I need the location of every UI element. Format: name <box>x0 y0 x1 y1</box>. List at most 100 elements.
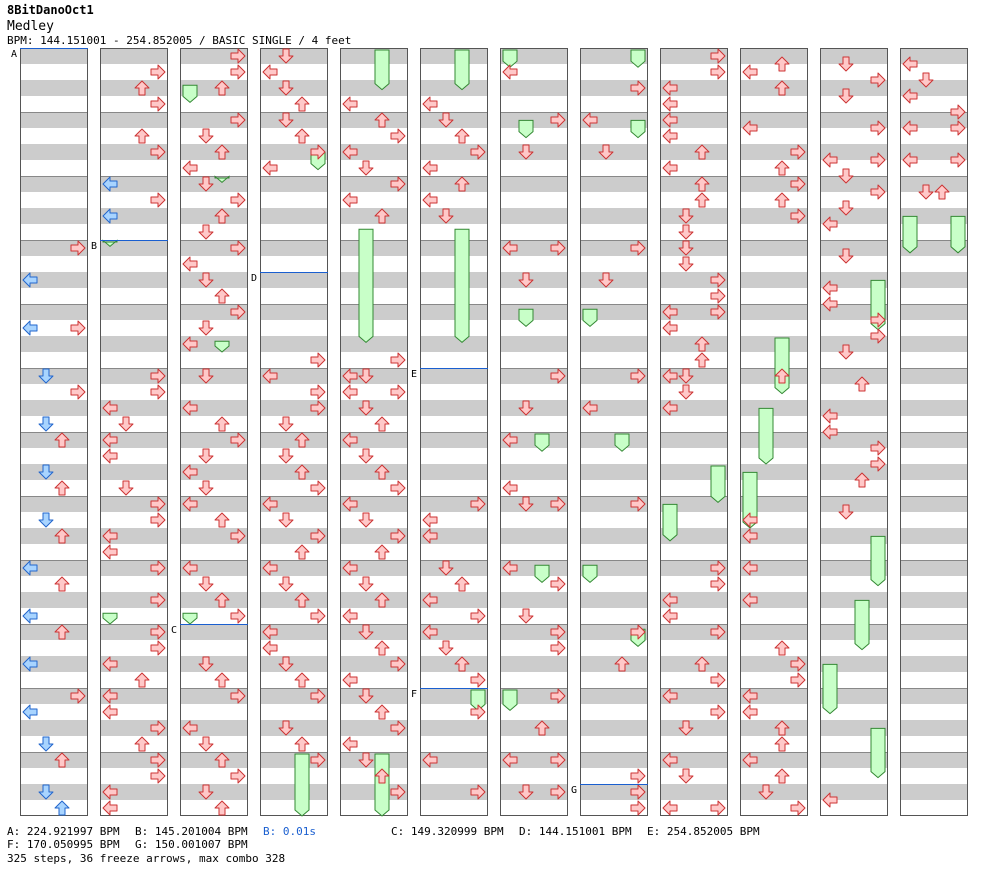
arrow-shape <box>310 144 326 160</box>
up-arrow <box>774 720 790 736</box>
beat-stripe <box>100 560 168 576</box>
arrow-shape <box>422 512 438 528</box>
left-arrow <box>182 336 198 352</box>
arrow-shape <box>502 432 518 448</box>
left-arrow <box>22 656 38 672</box>
bpm-change-label: E <box>411 369 417 380</box>
arrow-shape <box>294 96 310 112</box>
right-arrow <box>70 384 86 400</box>
left-arrow <box>182 256 198 272</box>
arrow-shape <box>550 624 566 640</box>
chart-column <box>100 48 168 816</box>
beat-stripe <box>500 176 568 192</box>
right-arrow <box>790 208 806 224</box>
beat-stripe <box>260 784 328 800</box>
beat-stripe <box>900 656 968 672</box>
arrow-shape <box>230 528 246 544</box>
beat-stripe <box>900 48 968 64</box>
chart-column <box>180 48 248 816</box>
freeze-body <box>630 49 646 68</box>
beat-stripe <box>420 368 488 384</box>
beat-stripe <box>900 752 968 768</box>
arrow-shape <box>550 240 566 256</box>
arrow-shape <box>198 368 214 384</box>
freeze-body <box>374 753 390 817</box>
right-arrow <box>390 784 406 800</box>
beat-stripe <box>660 144 728 160</box>
left-arrow <box>502 560 518 576</box>
up-arrow <box>294 672 310 688</box>
down-arrow <box>198 576 214 592</box>
beat-stripe <box>660 112 728 128</box>
arrow-shape <box>870 184 886 200</box>
freeze-arrow <box>742 471 758 529</box>
beat-stripe <box>340 528 408 544</box>
beat-stripe <box>580 240 648 256</box>
beat-stripe <box>260 80 328 96</box>
right-arrow <box>230 240 246 256</box>
freeze-arrow <box>502 689 518 712</box>
freeze-arrow <box>374 49 390 91</box>
down-arrow <box>278 512 294 528</box>
left-arrow <box>342 736 358 752</box>
left-arrow <box>902 88 918 104</box>
down-arrow <box>38 512 54 528</box>
left-arrow <box>742 704 758 720</box>
beat-stripe <box>180 784 248 800</box>
beat-stripe <box>900 688 968 704</box>
beat-stripe <box>420 336 488 352</box>
up-arrow <box>294 736 310 752</box>
right-arrow <box>230 528 246 544</box>
arrow-shape <box>950 152 966 168</box>
arrow-shape <box>294 672 310 688</box>
arrow-shape <box>342 432 358 448</box>
arrow-shape <box>374 208 390 224</box>
beat-stripe <box>420 432 488 448</box>
right-arrow <box>710 624 726 640</box>
arrow-shape <box>342 736 358 752</box>
left-arrow <box>422 752 438 768</box>
beat-stripe <box>500 624 568 640</box>
beat-stripe <box>740 208 808 224</box>
arrow-shape <box>70 688 86 704</box>
column-border <box>500 48 568 816</box>
beat-stripe <box>500 240 568 256</box>
arrow-shape <box>358 160 374 176</box>
arrow-shape <box>838 88 854 104</box>
beat-stripe <box>900 432 968 448</box>
beat-stripe <box>740 112 808 128</box>
up-arrow <box>214 208 230 224</box>
arrow-shape <box>934 184 950 200</box>
beat-stripe <box>740 272 808 288</box>
right-arrow <box>470 144 486 160</box>
beat-stripe <box>660 368 728 384</box>
beat-stripe <box>820 176 888 192</box>
up-arrow <box>694 656 710 672</box>
right-arrow <box>710 576 726 592</box>
right-arrow <box>550 496 566 512</box>
freeze-body <box>102 612 118 625</box>
freeze-arrow <box>710 465 726 504</box>
arrow-shape <box>822 792 838 808</box>
arrow-shape <box>374 640 390 656</box>
beat-stripe <box>660 272 728 288</box>
left-arrow <box>742 64 758 80</box>
right-arrow <box>710 288 726 304</box>
beat-stripe <box>820 368 888 384</box>
left-arrow <box>582 112 598 128</box>
beat-stripe <box>340 48 408 64</box>
beat-stripe <box>820 112 888 128</box>
down-arrow <box>118 480 134 496</box>
arrow-shape <box>870 152 886 168</box>
beat-stripe <box>900 144 968 160</box>
arrow-shape <box>454 128 470 144</box>
left-arrow <box>262 64 278 80</box>
arrow-shape <box>870 456 886 472</box>
arrow-shape <box>230 768 246 784</box>
arrow-shape <box>22 560 38 576</box>
beat-stripe <box>180 48 248 64</box>
beat-stripe <box>500 752 568 768</box>
beat-stripe <box>100 688 168 704</box>
arrow-shape <box>230 48 246 64</box>
arrow-shape <box>342 496 358 512</box>
